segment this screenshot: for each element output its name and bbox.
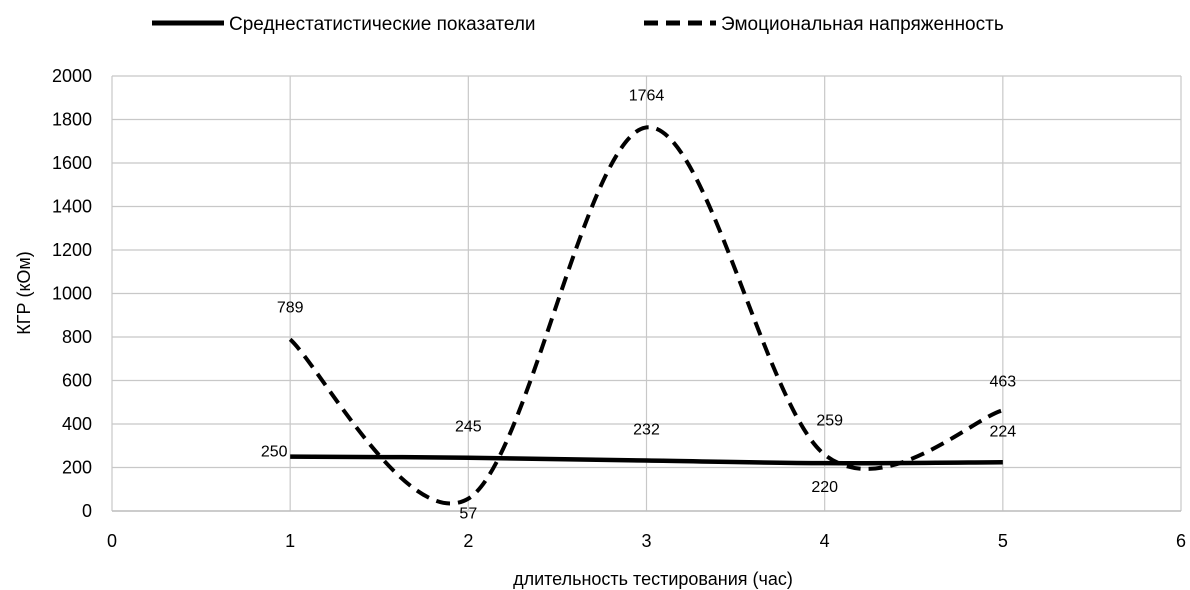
y-tick-label: 1600 [52,153,92,173]
x-tick-label: 4 [820,531,830,551]
y-tick-label: 400 [62,414,92,434]
y-tick-label: 1800 [52,110,92,130]
x-tick-label: 1 [285,531,295,551]
series-line-2 [288,125,1004,506]
x-tick-label: 0 [107,531,117,551]
x-axis-title: длительность тестирования (час) [513,569,793,589]
y-axis-title: КГР (кОм) [14,251,34,334]
y-tick-label: 600 [62,371,92,391]
x-tick-label: 5 [998,531,1008,551]
legend: Среднестатистические показатели Эмоционал… [152,14,1004,35]
legend-label: Среднестатистические показатели [229,14,536,35]
x-tick-label: 2 [463,531,473,551]
series [288,125,1004,506]
x-tick-label: 6 [1176,531,1186,551]
y-tick-label: 200 [62,458,92,478]
data-label: 463 [989,373,1016,390]
y-tick-label: 0 [82,501,92,521]
data-label: 57 [459,506,477,523]
axes: 0 200 400 600 800 1000 1200 1400 1600 1800 2000 0 1 2… [52,66,1186,551]
data-label: 220 [811,479,838,496]
y-tick-label: 1400 [52,197,92,217]
data-labels: 250 245 232 220 224 789 57 1764 259 463 [261,87,1016,522]
legend-label: Эмоциональная напряженность [721,14,1004,35]
y-tick-label: 800 [62,327,92,347]
data-label: 250 [261,444,288,461]
y-tick-label: 1000 [52,284,92,304]
data-label: 1764 [629,87,665,104]
data-label: 259 [816,413,843,430]
data-label: 224 [989,423,1016,440]
data-label: 232 [633,422,660,439]
series-line-1 [290,454,1003,466]
y-tick-label: 2000 [52,66,92,86]
grid [111,75,1182,512]
y-tick-label: 1200 [52,240,92,260]
data-label: 789 [277,299,304,316]
x-tick-label: 3 [641,531,651,551]
data-label: 245 [455,419,482,436]
